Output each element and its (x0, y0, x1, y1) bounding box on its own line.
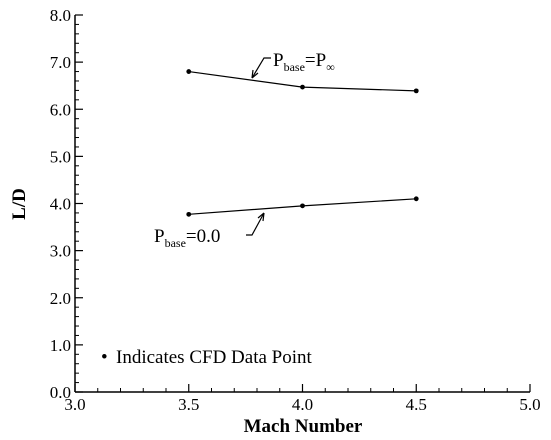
cfd-note: • Indicates CFD Data Point (101, 347, 313, 368)
y-tick-label: 8.0 (50, 6, 71, 25)
annotation-pbase-zero: Pbase=0.0 (154, 212, 265, 250)
series-0-point (300, 84, 305, 90)
cfd-note-marker: • (101, 347, 108, 368)
annotation-label-pbase-pinf: Pbase=P∞ (273, 50, 335, 74)
axis-ticks: 3.0 3.5 4.0 4.5 5.0 0.0 1.0 2.0 3.0 4.0 5.0 6.0 7.0 8… (50, 6, 541, 414)
annotation-subscript: base (284, 60, 305, 74)
series-1-point (186, 211, 192, 217)
y-tick-label: 0.0 (50, 383, 71, 402)
annotation-main: P (273, 50, 284, 71)
x-tick-label: 3.0 (64, 395, 85, 414)
annotation-subscript-infinity: ∞ (326, 60, 335, 74)
annotation-arrowhead-pbase-pinf (251, 69, 259, 79)
series-0-point (186, 69, 192, 74)
y-tick-label: 2.0 (50, 289, 71, 308)
y-axis-title: L/D (9, 188, 30, 220)
annotation-leader-pbase-zero (246, 212, 265, 236)
y-tick-label: 4.0 (50, 195, 71, 214)
x-tick-label: 3.5 (178, 395, 199, 414)
cfd-note-text: Indicates CFD Data Point (116, 347, 313, 368)
annotation-main: P (154, 226, 165, 247)
series-1-point (413, 196, 419, 202)
annotation-pbase-pinf: Pbase=P∞ (251, 50, 335, 79)
y-tick-label: 7.0 (50, 53, 71, 72)
data-series (186, 69, 419, 217)
x-tick-label: 4.5 (406, 395, 427, 414)
annotation-rest: =P (305, 50, 326, 71)
x-tick-label: 4.0 (292, 395, 313, 414)
y-tick-label: 5.0 (50, 147, 71, 166)
series-1-point (300, 203, 305, 209)
y-tick-label: 6.0 (50, 100, 71, 119)
y-tick-label: 1.0 (50, 336, 71, 355)
annotation-arrowhead-pbase-zero (257, 212, 265, 222)
annotation-label-pbase-zero: Pbase=0.0 (154, 226, 220, 250)
annotation-subscript: base (165, 236, 186, 250)
x-tick-label: 5.0 (519, 395, 540, 414)
y-tick-label: 3.0 (50, 242, 71, 261)
annotation-rest: =0.0 (186, 226, 220, 247)
annotation-leader-pbase-pinf (251, 57, 271, 79)
series-0-point (413, 88, 419, 94)
x-axis-title: Mach Number (244, 416, 363, 437)
